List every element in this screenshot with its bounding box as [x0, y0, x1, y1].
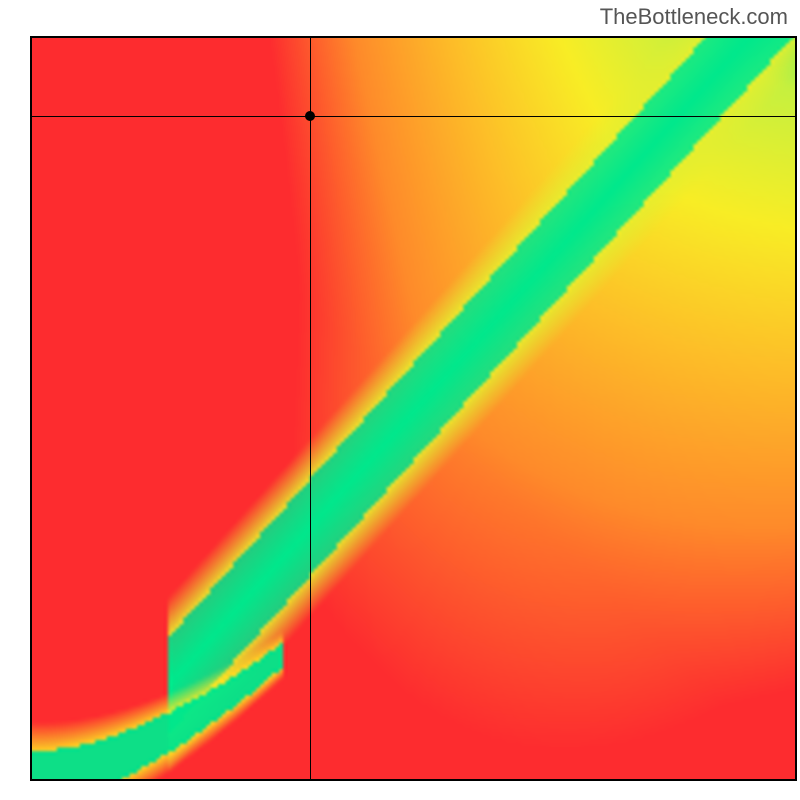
crosshair-horizontal	[30, 116, 797, 117]
crosshair-vertical	[310, 36, 311, 781]
attribution-text: TheBottleneck.com	[600, 4, 788, 30]
chart-container: TheBottleneck.com	[0, 0, 800, 800]
chart-frame	[30, 36, 797, 781]
crosshair-marker	[305, 111, 315, 121]
